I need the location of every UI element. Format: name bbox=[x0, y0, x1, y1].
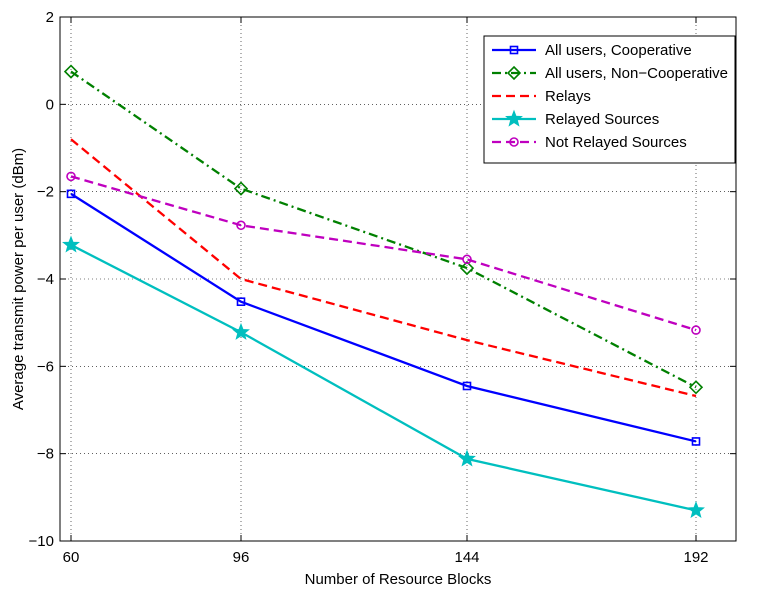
data-point bbox=[690, 381, 702, 393]
y-tick-label: 0 bbox=[46, 96, 54, 113]
legend-label: All users, Non−Cooperative bbox=[545, 65, 728, 82]
data-point bbox=[459, 451, 474, 465]
legend-label: Relays bbox=[545, 88, 591, 105]
legend-label: Relayed Sources bbox=[545, 111, 659, 128]
series-group bbox=[63, 237, 703, 517]
series-group bbox=[71, 139, 696, 396]
legend: All users, Cooperative All users, Non−Coo… bbox=[484, 36, 735, 163]
y-tick-label: 2 bbox=[46, 9, 54, 26]
x-tick-label: 96 bbox=[233, 549, 250, 566]
y-tick-label: −2 bbox=[37, 184, 54, 201]
y-tick-label: −8 bbox=[37, 446, 54, 463]
x-tick-label: 60 bbox=[63, 549, 80, 566]
x-axis-label: Number of Resource Blocks bbox=[305, 571, 492, 588]
y-tick-label: −10 bbox=[29, 533, 54, 550]
data-point bbox=[688, 502, 703, 516]
series-group bbox=[67, 172, 700, 334]
legend-label: Not Relayed Sources bbox=[545, 134, 687, 151]
x-tick-label: 144 bbox=[454, 549, 479, 566]
data-point bbox=[235, 183, 247, 195]
legend-label: All users, Cooperative bbox=[545, 42, 692, 59]
y-axis-label: Average transmit power per user (dBm) bbox=[10, 148, 27, 410]
y-tick-label: −6 bbox=[37, 358, 54, 375]
series-line bbox=[71, 245, 696, 510]
y-tick-label: −4 bbox=[37, 271, 54, 288]
x-tick-label: 192 bbox=[683, 549, 708, 566]
data-point bbox=[233, 324, 248, 338]
series-line bbox=[71, 139, 696, 396]
